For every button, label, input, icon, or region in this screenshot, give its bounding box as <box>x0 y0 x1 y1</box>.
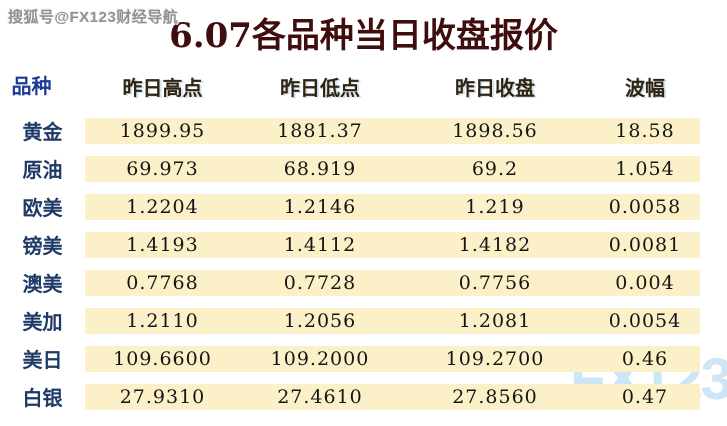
instrument-name: 美日 <box>22 348 63 372</box>
table-row: 澳美 0.7768 0.7728 0.7756 0.004 <box>0 268 727 296</box>
range-value: 18.58 <box>615 119 675 142</box>
header-columns: 昨日高点 昨日低点 昨日收盘 波幅 <box>85 72 700 100</box>
instrument-name: 欧美 <box>22 196 63 220</box>
prev-close-value: 1.2081 <box>458 309 532 332</box>
prev-close-value: 1.219 <box>465 195 525 218</box>
sohu-account-watermark: 搜狐号@FX123财经导航 <box>8 9 179 26</box>
header-range: 波幅 <box>625 75 665 100</box>
prev-high-value: 1.2110 <box>126 309 199 332</box>
prev-low-value: 109.2000 <box>270 347 370 370</box>
table-header-row: 品种 昨日高点 昨日低点 昨日收盘 波幅 <box>0 70 727 100</box>
prev-high-value: 1.2204 <box>126 195 199 218</box>
instrument-name: 美加 <box>22 310 63 334</box>
prev-low-value: 68.919 <box>283 157 357 180</box>
prev-low-value: 1881.37 <box>277 119 363 142</box>
prev-close-value: 69.2 <box>471 157 519 180</box>
prev-high-value: 69.973 <box>126 157 199 180</box>
instrument-name: 原油 <box>22 158 63 182</box>
row-band: 1899.95 1881.37 1898.56 18.58 <box>85 117 700 144</box>
prev-high-value: 27.9310 <box>119 385 206 408</box>
range-value: 1.054 <box>615 157 675 180</box>
row-band: 1.2110 1.2056 1.2081 0.0054 <box>85 307 700 334</box>
range-value: 0.47 <box>621 385 669 408</box>
prev-close-value: 0.7756 <box>458 271 532 294</box>
range-value: 0.46 <box>621 347 669 370</box>
prev-low-value: 0.7728 <box>283 271 357 294</box>
table-row: 原油 69.973 68.919 69.2 1.054 <box>0 154 727 182</box>
page-title: 6.07各品种当日收盘报价 <box>169 16 558 56</box>
instrument-name: 黄金 <box>22 120 63 144</box>
prev-high-value: 1.4193 <box>126 233 199 256</box>
prev-low-value: 1.4112 <box>283 233 357 256</box>
prev-high-value: 1899.95 <box>119 119 206 142</box>
table-body: 黄金 1899.95 1881.37 1898.56 18.58 原油 69.9… <box>0 116 727 410</box>
range-value: 0.0058 <box>608 195 682 218</box>
header-prev-low: 昨日低点 <box>280 75 360 100</box>
row-band: 1.4193 1.4112 1.4182 0.0081 <box>85 231 700 258</box>
range-value: 0.0054 <box>608 309 682 332</box>
header-prev-high: 昨日高点 <box>122 75 203 100</box>
prev-close-value: 109.2700 <box>445 347 545 370</box>
prev-high-value: 109.6600 <box>113 347 212 370</box>
row-band: 0.7768 0.7728 0.7756 0.004 <box>85 269 700 296</box>
table-row: 欧美 1.2204 1.2146 1.219 0.0058 <box>0 192 727 220</box>
row-band: 109.6600 109.2000 109.2700 0.46 <box>85 345 700 372</box>
instrument-name: 澳美 <box>22 272 63 296</box>
prev-low-value: 27.4610 <box>277 385 363 408</box>
prev-low-value: 1.2146 <box>283 195 357 218</box>
instrument-name: 镑美 <box>22 234 63 258</box>
prev-close-value: 1.4182 <box>458 233 532 256</box>
price-table: 品种 昨日高点 昨日低点 昨日收盘 波幅 黄金 1899.95 1881.37 … <box>0 70 727 420</box>
instrument-name: 白银 <box>22 386 63 410</box>
table-row: 镑美 1.4193 1.4112 1.4182 0.0081 <box>0 230 727 258</box>
prev-high-value: 0.7768 <box>126 271 199 294</box>
row-band: 27.9310 27.4610 27.8560 0.47 <box>85 383 700 410</box>
header-variety: 品种 <box>11 74 52 98</box>
prev-close-value: 27.8560 <box>452 385 538 408</box>
table-row: 白银 27.9310 27.4610 27.8560 0.47 <box>0 382 727 410</box>
range-value: 0.004 <box>615 271 675 294</box>
table-row: 黄金 1899.95 1881.37 1898.56 18.58 <box>0 116 727 144</box>
prev-low-value: 1.2056 <box>283 309 357 332</box>
prev-close-value: 1898.56 <box>452 119 538 142</box>
range-value: 0.0081 <box>608 233 682 256</box>
table-row: 美日 109.6600 109.2000 109.2700 0.46 <box>0 344 727 372</box>
row-band: 1.2204 1.2146 1.219 0.0058 <box>85 193 700 220</box>
row-band: 69.973 68.919 69.2 1.054 <box>85 155 700 182</box>
table-row: 美加 1.2110 1.2056 1.2081 0.0054 <box>0 306 727 334</box>
header-prev-close: 昨日收盘 <box>455 75 535 100</box>
